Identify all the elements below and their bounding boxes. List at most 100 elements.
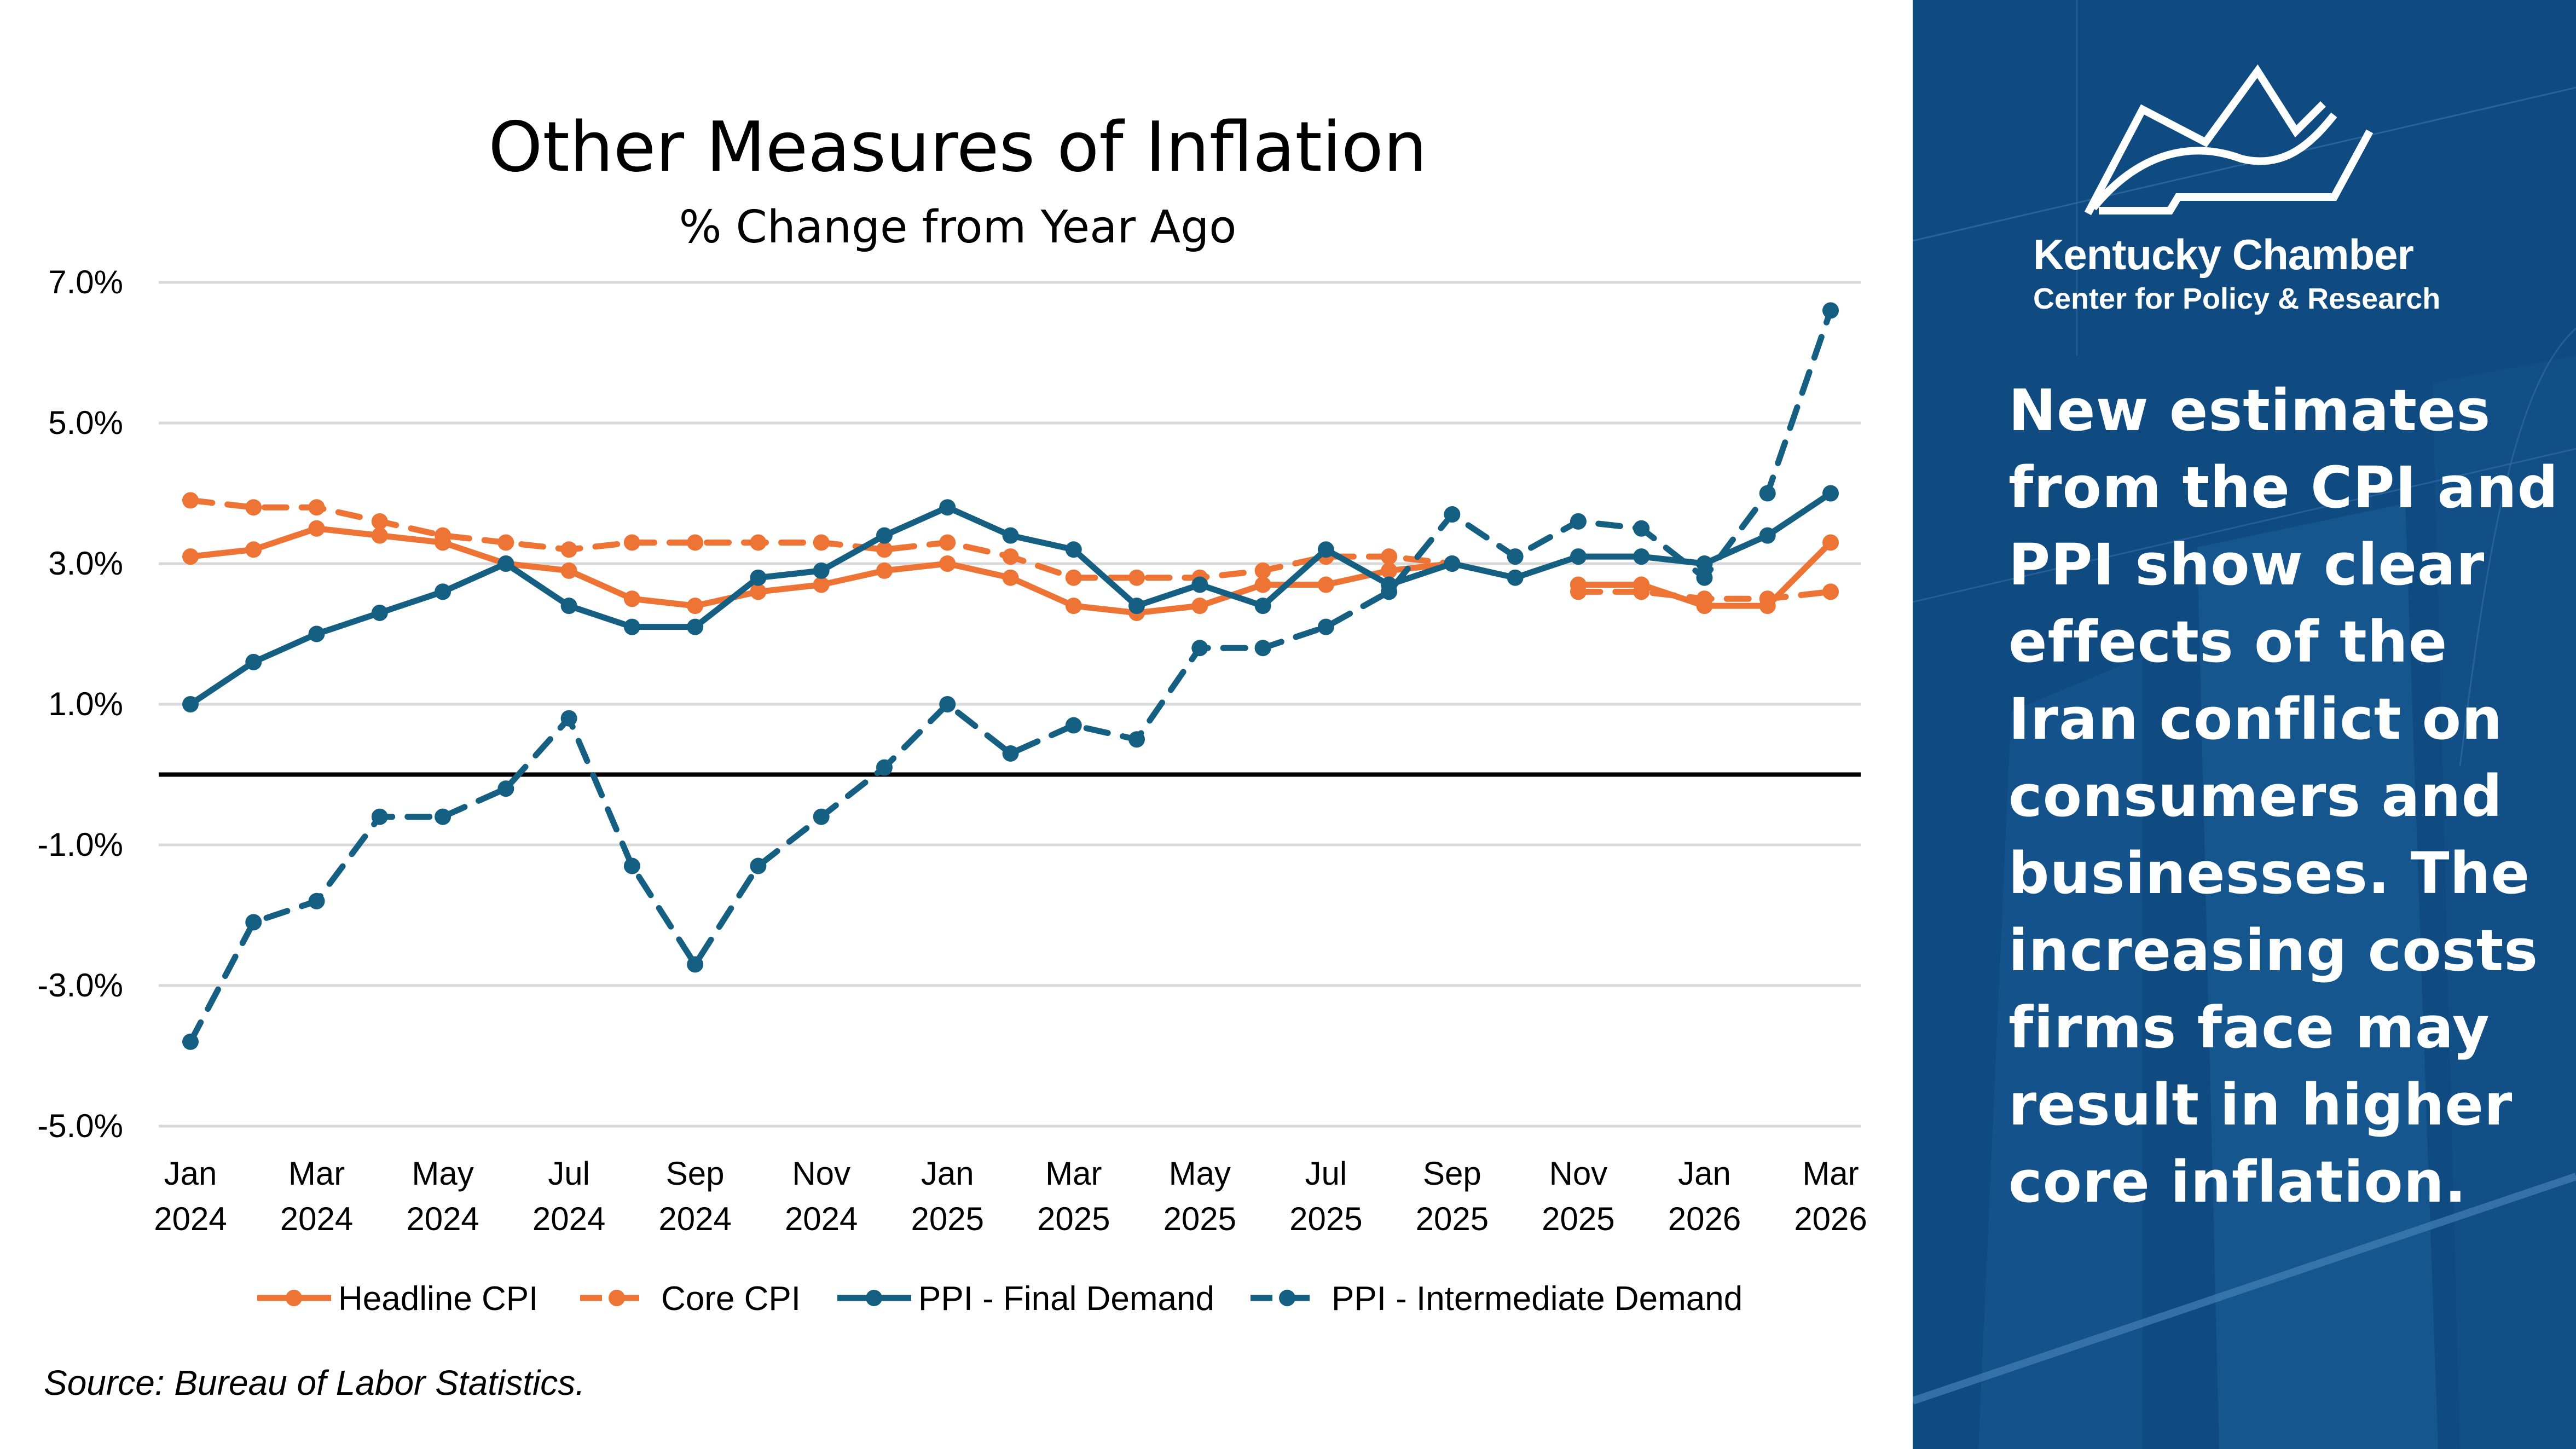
data-point [750,583,767,600]
data-point [182,548,199,565]
data-point [1381,562,1398,579]
x-tick-year: 2024 [154,1201,227,1237]
series [182,302,1839,1050]
data-point [1570,583,1587,600]
data-point [1002,527,1019,544]
data-point [1002,745,1019,762]
data-point [560,598,577,615]
data-point [623,590,640,607]
x-tick-month: Sep [1423,1155,1481,1192]
x-tick-year: 2024 [785,1201,858,1237]
x-tick-year: 2025 [1289,1201,1362,1237]
x-tick-year: 2024 [406,1201,479,1237]
data-point [371,513,388,530]
data-point [1570,513,1587,530]
data-point [1065,569,1082,586]
x-tick-month: Jul [548,1155,590,1192]
data-point [1065,541,1082,558]
x-tick-year: 2024 [280,1201,353,1237]
data-point [1065,717,1082,734]
x-tick-year: 2025 [1542,1201,1614,1237]
legend-label: Headline CPI [338,1280,538,1318]
data-point [497,555,514,572]
data-point [813,808,830,825]
data-point [1444,555,1461,572]
data-point [813,576,830,593]
source-note: Source: Bureau of Labor Statistics. [44,1363,585,1402]
data-point [1128,731,1145,748]
data-point [371,808,388,825]
data-point [939,499,956,516]
data-point [1128,598,1145,615]
data-point [1633,548,1650,565]
data-point [876,527,893,544]
data-point [1002,548,1019,565]
x-tick-month: Nov [1549,1155,1608,1192]
data-point [1633,583,1650,600]
chart-area: Other Measures of Inflation % Change fro… [37,107,1867,1402]
data-point [308,520,325,537]
background-pattern [1913,0,2576,1449]
x-tick-month: Mar [1045,1155,1102,1192]
x-tick-year: 2024 [658,1201,731,1237]
data-point [1254,576,1271,593]
data-point [435,583,451,600]
data-point [623,618,640,635]
data-point [1191,640,1208,657]
x-tick-month: Jul [1305,1155,1347,1192]
data-point [1822,302,1839,319]
data-point [371,527,388,544]
data-point [245,653,262,670]
y-tick-label: -3.0% [37,967,123,1004]
x-tick-year: 2026 [1794,1201,1867,1237]
kentucky-chamber-logo-icon [2084,64,2374,216]
data-point [245,914,262,931]
y-tick-label: 1.0% [48,686,123,722]
x-tick-month: Mar [288,1155,345,1192]
org-subtitle: Center for Policy & Research [2033,282,2441,315]
org-name: Kentucky Chamber [2033,230,2414,279]
data-point [1191,598,1208,615]
x-tick-month: Jan [1678,1155,1731,1192]
data-point [939,534,956,551]
data-point [813,534,830,551]
legend-marker [1279,1290,1295,1306]
data-point [435,808,451,825]
data-point [497,534,514,551]
data-point [750,569,767,586]
data-point [1822,534,1839,551]
data-point [876,759,893,776]
data-point [1822,583,1839,600]
legend-item: Core CPI [580,1280,801,1318]
y-tick-label: 5.0% [48,404,123,441]
data-point [1696,569,1713,586]
data-point [1317,618,1334,635]
data-point [939,555,956,572]
data-point [308,625,325,642]
y-tick-label: -1.0% [37,826,123,863]
data-point [245,499,262,516]
series-core-cpi [182,492,1839,607]
data-point [1759,527,1776,544]
data-point [1822,485,1839,502]
x-tick-month: Jan [164,1155,217,1192]
x-tick-year: 2025 [1037,1201,1110,1237]
x-tick-year: 2024 [532,1201,605,1237]
data-point [1381,548,1398,565]
data-point [1128,569,1145,586]
data-point [1002,569,1019,586]
data-point [308,892,325,909]
series-ppi-intermediate-demand [182,302,1839,1050]
data-point [623,534,640,551]
x-tick-year: 2025 [911,1201,983,1237]
x-tick-year: 2026 [1668,1201,1741,1237]
legend-label: PPI - Intermediate Demand [1332,1280,1743,1318]
data-point [1696,590,1713,607]
data-point [182,492,199,509]
y-axis-labels: 7.0% 5.0% 3.0% 1.0% -1.0% -3.0% -5.0% [37,264,123,1144]
data-point [1381,583,1398,600]
data-point [1254,598,1271,615]
y-tick-label: 7.0% [48,264,123,300]
gridlines [159,281,1861,1128]
legend-marker [866,1290,882,1306]
